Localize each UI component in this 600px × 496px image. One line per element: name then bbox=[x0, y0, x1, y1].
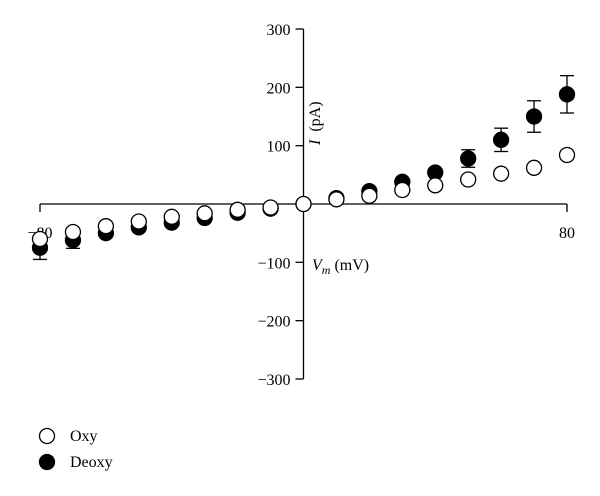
y-tick-label: −200 bbox=[257, 314, 290, 331]
y-axis-title: I (pA) bbox=[307, 101, 324, 146]
y-tick-label: −100 bbox=[257, 255, 290, 272]
x-tick-label: 80 bbox=[559, 225, 575, 242]
data-point-oxy bbox=[328, 191, 345, 208]
legend-item-deoxy: Deoxy bbox=[38, 453, 113, 471]
data-point-oxy bbox=[229, 201, 246, 218]
data-point-deoxy bbox=[460, 150, 477, 167]
y-tick-label: 100 bbox=[267, 139, 291, 156]
data-point-oxy bbox=[64, 223, 82, 241]
data-point-oxy bbox=[196, 205, 213, 222]
legend: Oxy Deoxy bbox=[38, 427, 113, 471]
data-point-oxy bbox=[525, 159, 543, 176]
data-point-oxy bbox=[427, 177, 444, 194]
legend-label-deoxy: Deoxy bbox=[70, 454, 113, 471]
data-point-oxy bbox=[558, 146, 576, 164]
data-point-oxy bbox=[361, 187, 378, 204]
legend-marker-oxy bbox=[38, 427, 56, 445]
data-point-oxy bbox=[394, 181, 411, 199]
axis-labels: I (pA) Vm (mV) bbox=[307, 101, 369, 277]
data-point-oxy bbox=[163, 208, 180, 225]
legend-item-oxy: Oxy bbox=[38, 427, 98, 445]
y-tick-label: −300 bbox=[257, 372, 290, 389]
y-tick-label: 200 bbox=[267, 80, 291, 97]
data-point-oxy bbox=[492, 165, 510, 182]
data-point-deoxy bbox=[492, 131, 510, 148]
data-point-oxy bbox=[295, 195, 312, 213]
legend-marker-deoxy bbox=[38, 453, 56, 471]
data-point-oxy bbox=[460, 171, 477, 188]
x-axis-title: Vm (mV) bbox=[312, 257, 369, 277]
y-tick-label: 300 bbox=[267, 22, 291, 39]
data-point-oxy bbox=[130, 213, 147, 230]
data-point-deoxy bbox=[558, 86, 576, 103]
legend-label-oxy: Oxy bbox=[70, 428, 98, 445]
data-marks bbox=[31, 75, 576, 261]
axes: −8080300200100−100−200−300 bbox=[27, 22, 575, 389]
data-point-oxy bbox=[31, 230, 49, 248]
data-point-oxy bbox=[97, 218, 115, 235]
data-point-deoxy bbox=[525, 108, 543, 125]
data-point-oxy bbox=[262, 199, 279, 216]
